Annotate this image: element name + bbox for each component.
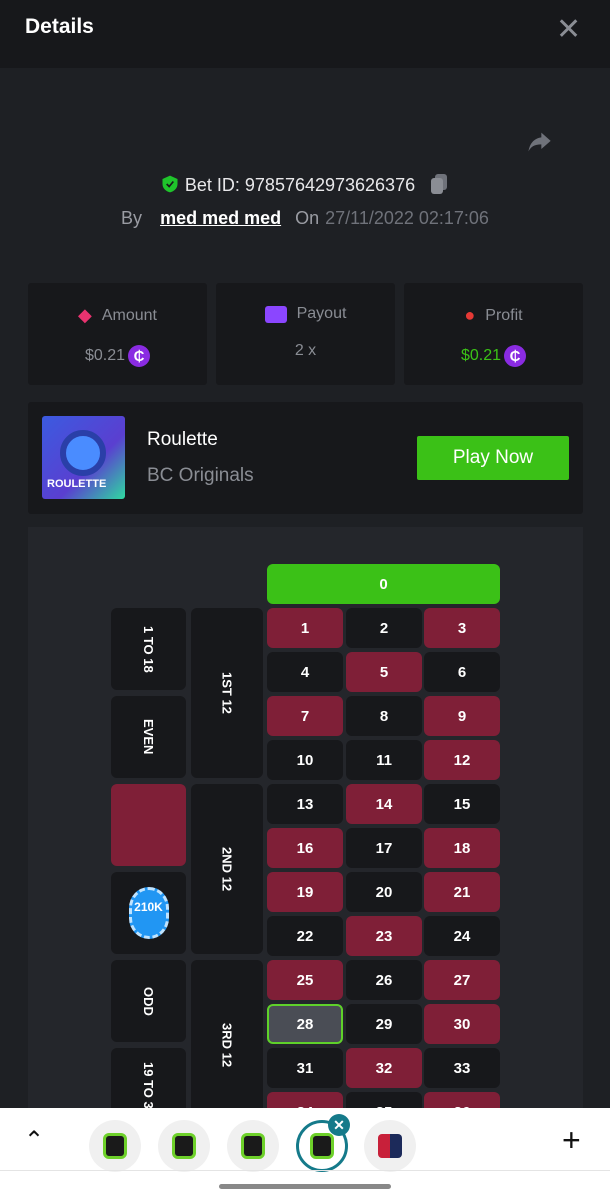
number-cell[interactable]: 33	[424, 1048, 500, 1088]
amount-value: $0.21	[84, 347, 126, 364]
roulette-wheel-icon	[60, 430, 106, 476]
number-cell[interactable]: 5	[346, 652, 422, 692]
on-label: On	[295, 208, 320, 228]
tab-bc-3[interactable]	[227, 1120, 279, 1172]
number-cell[interactable]: 13	[267, 784, 343, 824]
app-icon	[378, 1134, 402, 1158]
number-cell[interactable]: 19	[267, 872, 343, 912]
home-indicator[interactable]	[219, 1184, 391, 1189]
number-cell[interactable]: 30	[424, 1004, 500, 1044]
stat-amount: ◆ Amount $0.21 ₵	[28, 283, 207, 385]
number-cell[interactable]: 7	[267, 696, 343, 736]
tab-other-app[interactable]	[364, 1120, 416, 1172]
number-cell[interactable]: 10	[267, 740, 343, 780]
payout-value: 2 x	[294, 342, 317, 359]
number-cell[interactable]: 32	[346, 1048, 422, 1088]
number-cell[interactable]: 29	[346, 1004, 422, 1044]
number-cell[interactable]: 12	[424, 740, 500, 780]
number-cell[interactable]: 4	[267, 652, 343, 692]
number-cell[interactable]: 26	[346, 960, 422, 1000]
chip-label: 210K	[134, 900, 163, 914]
by-label: By	[121, 208, 143, 228]
hand-coins-icon: ◆	[78, 305, 92, 325]
black-bet-cell[interactable]: 210K	[111, 872, 186, 954]
stat-profit: ● Profit $0.21 ₵	[404, 283, 583, 385]
chip-icon: 210K	[128, 887, 169, 939]
stat-payout: Payout 2 x	[216, 283, 395, 385]
red-bet-cell[interactable]	[111, 784, 186, 866]
number-cell[interactable]: 24	[424, 916, 500, 956]
roulette-board: 0 1 2 3 4 5 6 7 8 9 10 11 12 13 14 15 16 17 18 19 20 21 22 23 24…	[28, 527, 583, 1132]
coin-icon: ₵	[504, 345, 527, 367]
tab-bc-1[interactable]	[89, 1120, 141, 1172]
number-cell[interactable]: 9	[424, 696, 500, 736]
user-link[interactable]: med med med	[160, 208, 282, 228]
number-cell[interactable]: 25	[267, 960, 343, 1000]
number-cell[interactable]: 1	[267, 608, 343, 648]
chevron-up-icon[interactable]: ⌃	[24, 1127, 45, 1154]
number-cell[interactable]: 11	[346, 740, 422, 780]
tab-bc-2[interactable]	[158, 1120, 210, 1172]
profit-value: $0.21	[460, 347, 502, 364]
shield-check-icon	[162, 175, 178, 193]
plus-icon[interactable]: +	[562, 1122, 581, 1158]
page-title: Details	[25, 15, 94, 38]
game-name[interactable]: Roulette	[147, 429, 218, 450]
copy-icon[interactable]	[428, 172, 450, 196]
outside-cell[interactable]: ODD	[111, 960, 186, 1042]
close-tab-icon[interactable]: ✕	[328, 1114, 350, 1136]
hand-person-icon: ●	[464, 305, 476, 325]
bc-app-icon	[241, 1133, 265, 1159]
bet-datetime: 27/11/2022 02:17:06	[325, 208, 489, 228]
amount-label: Amount	[101, 306, 157, 324]
number-cell[interactable]: 31	[267, 1048, 343, 1088]
bet-id: Bet ID: 97857642973626376	[0, 172, 610, 196]
outside-cell[interactable]: EVEN	[111, 696, 186, 778]
number-cell[interactable]: 3	[424, 608, 500, 648]
number-cell[interactable]: 2	[346, 608, 422, 648]
header: Details ✕	[0, 0, 610, 68]
number-cell[interactable]: 23	[346, 916, 422, 956]
divider	[0, 1170, 610, 1171]
payout-label: Payout	[296, 305, 347, 322]
number-cell[interactable]: 6	[424, 652, 500, 692]
browser-tab-bar: ⌃ ✕ +	[0, 1108, 610, 1200]
number-cell[interactable]: 27	[424, 960, 500, 1000]
profit-label: Profit	[485, 306, 523, 324]
roulette-thumbnail[interactable]: ROULETTE	[42, 416, 125, 499]
dozen-cell-3[interactable]: 3RD 12	[191, 960, 263, 1130]
number-cell[interactable]: 8	[346, 696, 422, 736]
play-now-button[interactable]: Play Now	[417, 436, 569, 480]
zero-cell[interactable]: 0	[267, 564, 500, 604]
number-cell[interactable]: 22	[267, 916, 343, 956]
game-provider: BC Originals	[147, 465, 254, 486]
number-cell[interactable]: 15	[424, 784, 500, 824]
dozen-cell-2[interactable]: 2ND 12	[191, 784, 263, 954]
bc-app-icon	[310, 1133, 334, 1159]
byline: By med med med On 27/11/2022 02:17:06	[0, 208, 610, 229]
card-icon	[264, 305, 287, 323]
number-cell[interactable]: 20	[346, 872, 422, 912]
outside-cell[interactable]: 1 TO 18	[111, 608, 186, 690]
number-cell[interactable]: 14	[346, 784, 422, 824]
close-icon[interactable]: ✕	[556, 13, 582, 46]
thumb-text: ROULETTE	[47, 478, 107, 490]
number-cell[interactable]: 21	[424, 872, 500, 912]
bet-id-text: Bet ID: 97857642973626376	[184, 175, 416, 195]
bc-app-icon	[103, 1133, 127, 1159]
bc-app-icon	[172, 1133, 196, 1159]
game-card: ROULETTE Roulette BC Originals Play Now	[28, 402, 583, 514]
number-cell[interactable]: 16	[267, 828, 343, 868]
dozen-cell-1[interactable]: 1ST 12	[191, 608, 263, 778]
number-cell[interactable]: 17	[346, 828, 422, 868]
number-cell[interactable]: 18	[424, 828, 500, 868]
coin-icon: ₵	[128, 345, 151, 367]
number-cell[interactable]: 28	[267, 1004, 343, 1044]
share-icon[interactable]	[524, 128, 554, 156]
